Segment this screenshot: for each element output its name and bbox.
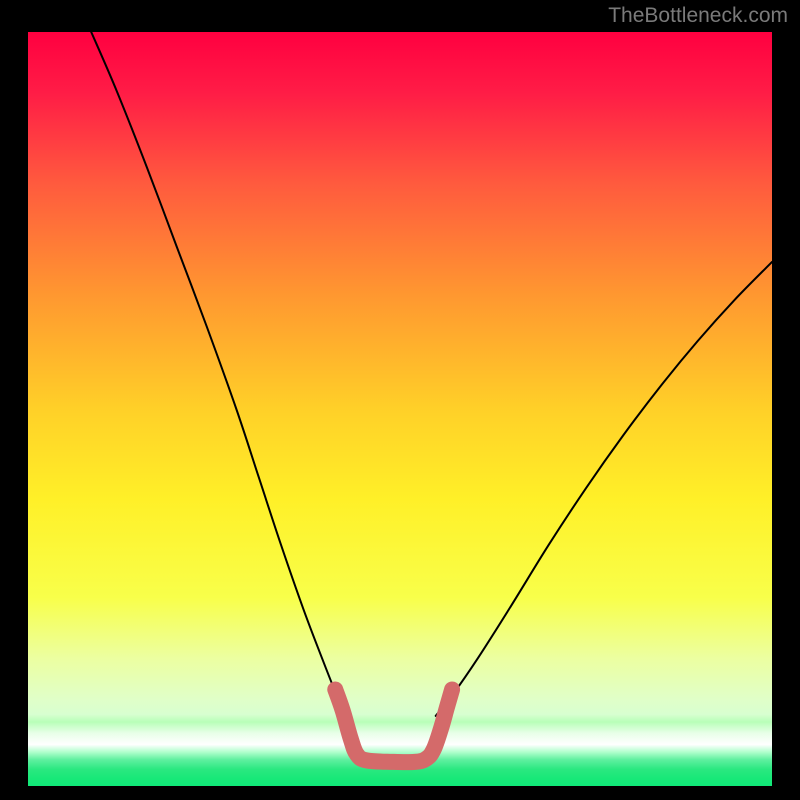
chart-svg	[28, 32, 772, 786]
border-left	[0, 0, 28, 800]
watermark-text: TheBottleneck.com	[608, 4, 788, 28]
border-right	[772, 0, 800, 800]
border-bottom	[0, 786, 800, 800]
plot-area	[28, 32, 772, 786]
chart-stage: TheBottleneck.com	[0, 0, 800, 800]
chart-background	[28, 32, 772, 786]
